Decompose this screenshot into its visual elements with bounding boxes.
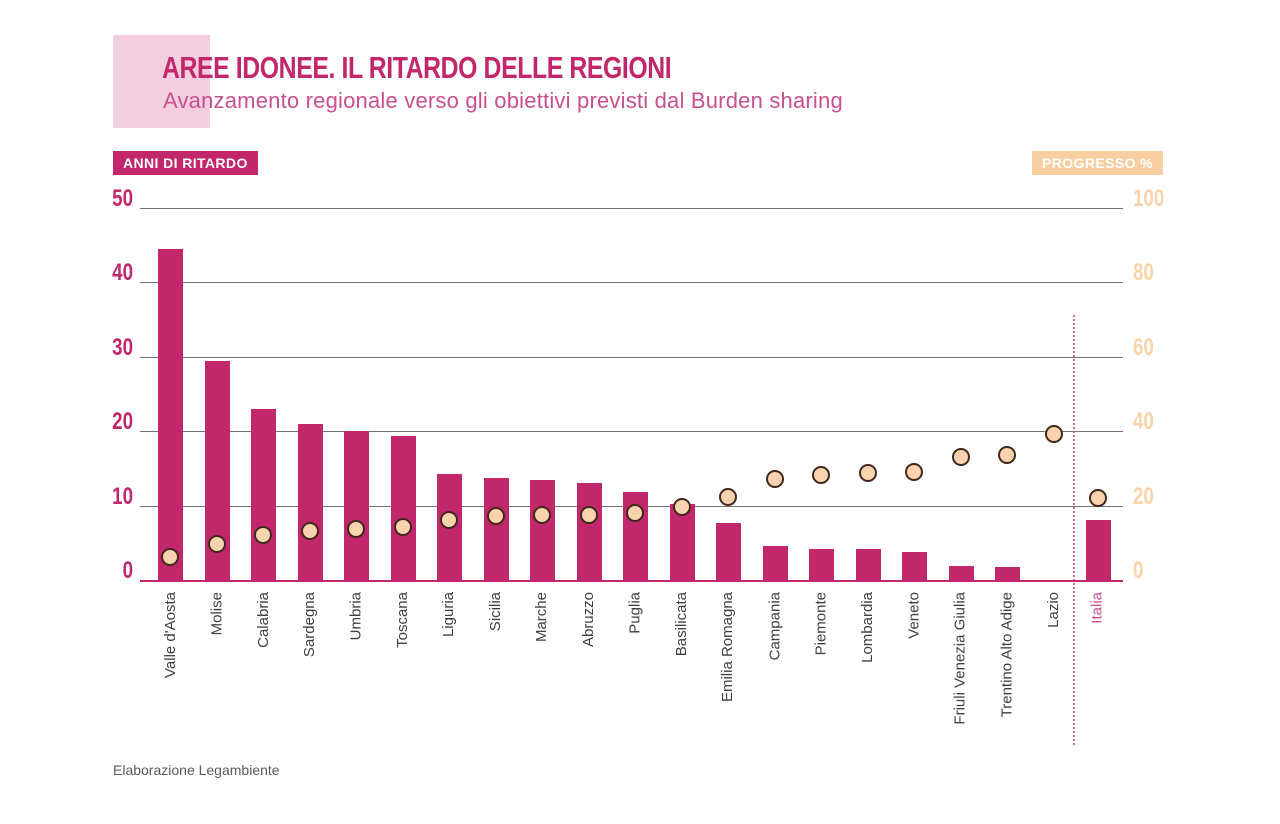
left-axis-tick-label: 20	[112, 408, 133, 436]
page-title: AREE IDONEE. IL RITARDO DELLE REGIONI	[162, 50, 672, 85]
dot-umbria	[347, 520, 365, 539]
bar-friuli-venezia-giulia	[948, 565, 974, 580]
dot-lazio	[1044, 425, 1063, 444]
dot-toscana	[393, 518, 412, 537]
italia-separator-line	[1073, 315, 1075, 745]
left-axis-tick-label: 50	[112, 185, 133, 212]
bar-umbria	[344, 431, 369, 580]
legend-badge-progresso: PROGRESSO %	[1032, 151, 1163, 175]
x-axis-line	[140, 580, 1123, 582]
x-label-lazio: Lazio	[1045, 592, 1062, 628]
gridline	[140, 282, 1123, 284]
x-label-piemonte: Piemonte	[812, 592, 830, 656]
bar-lombardia	[855, 548, 881, 580]
bar-calabria	[251, 408, 276, 580]
dot-trentino-alto-adige	[998, 445, 1016, 464]
x-label-sicilia: Sicilia	[487, 592, 504, 632]
bar-trentino-alto-adige	[995, 567, 1020, 580]
x-label-valle-d-aosta: Valle d'Aosta	[161, 592, 179, 678]
x-label-abruzzo: Abruzzo	[580, 592, 597, 648]
bar-toscana	[390, 436, 416, 580]
x-label-liguria: Liguria	[440, 592, 458, 638]
left-axis-tick-label: 30	[112, 333, 133, 361]
x-label-trentino-alto-adige: Trentino Alto Adige	[998, 592, 1016, 718]
left-axis-tick-label: 10	[112, 482, 133, 510]
x-label-lombardia: Lombardia	[859, 592, 876, 663]
x-label-veneto: Veneto	[905, 592, 923, 639]
title-accent-square	[113, 35, 210, 128]
dot-emilia-romagna	[719, 487, 737, 506]
bar-abruzzo	[576, 483, 602, 580]
gridline	[140, 431, 1123, 433]
dot-valle-d-aosta	[161, 548, 179, 567]
dot-marche	[533, 506, 551, 525]
bar-italia	[1085, 520, 1111, 580]
left-axis-tick-label: 0	[122, 557, 133, 584]
dot-piemonte	[812, 466, 830, 485]
right-axis-tick-label: 80	[1133, 259, 1154, 287]
dot-veneto	[905, 462, 923, 481]
gridline	[140, 356, 1123, 358]
gridline	[140, 208, 1123, 209]
x-label-campania: Campania	[766, 592, 783, 661]
dot-sicilia	[486, 507, 505, 526]
x-label-umbria: Umbria	[347, 592, 365, 641]
right-axis-tick-label: 20	[1133, 482, 1154, 510]
dot-lombardia	[858, 464, 877, 483]
x-label-emilia-romagna: Emilia Romagna	[719, 592, 737, 703]
bar-campania	[762, 545, 788, 580]
right-axis-tick-label: 100	[1133, 185, 1165, 212]
x-label-molise: Molise	[208, 592, 225, 636]
right-axis-tick-label: 0	[1133, 557, 1144, 584]
x-label-sardegna: Sardegna	[301, 592, 318, 658]
dot-basilicata	[672, 497, 691, 516]
right-axis-tick-label: 60	[1133, 333, 1154, 361]
bar-sicilia	[483, 478, 509, 580]
dot-sardegna	[300, 522, 319, 541]
bar-valle-d-aosta	[158, 248, 183, 580]
x-label-puglia: Puglia	[626, 592, 644, 634]
dot-puglia	[626, 503, 644, 522]
x-label-basilicata: Basilicata	[673, 592, 690, 657]
right-axis-tick-label: 40	[1133, 408, 1154, 436]
bar-veneto	[902, 552, 927, 580]
x-label-italia: Italia	[1089, 592, 1106, 624]
dot-calabria	[254, 525, 272, 544]
dot-campania	[765, 470, 784, 489]
dot-italia	[1088, 488, 1107, 507]
dot-liguria	[440, 510, 458, 529]
bar-emilia-romagna	[716, 523, 741, 580]
x-label-toscana: Toscana	[394, 592, 411, 648]
legend-badge-anni-di-ritardo: ANNI DI RITARDO	[113, 151, 258, 175]
page-subtitle: Avanzamento regionale verso gli obiettiv…	[163, 88, 843, 113]
bar-basilicata	[669, 504, 695, 580]
bar-marche	[530, 479, 555, 580]
left-axis-tick-label: 40	[112, 259, 133, 287]
x-label-friuli-venezia-giulia: Friuli Venezia Giulia	[952, 592, 969, 725]
source-note: Elaborazione Legambiente	[113, 762, 280, 778]
dot-friuli-venezia-giulia	[951, 447, 970, 466]
x-label-marche: Marche	[533, 592, 551, 643]
bar-piemonte	[809, 548, 834, 580]
dot-abruzzo	[579, 506, 598, 525]
x-label-calabria: Calabria	[254, 592, 272, 648]
bar-sardegna	[297, 423, 323, 580]
dot-molise	[207, 535, 226, 554]
